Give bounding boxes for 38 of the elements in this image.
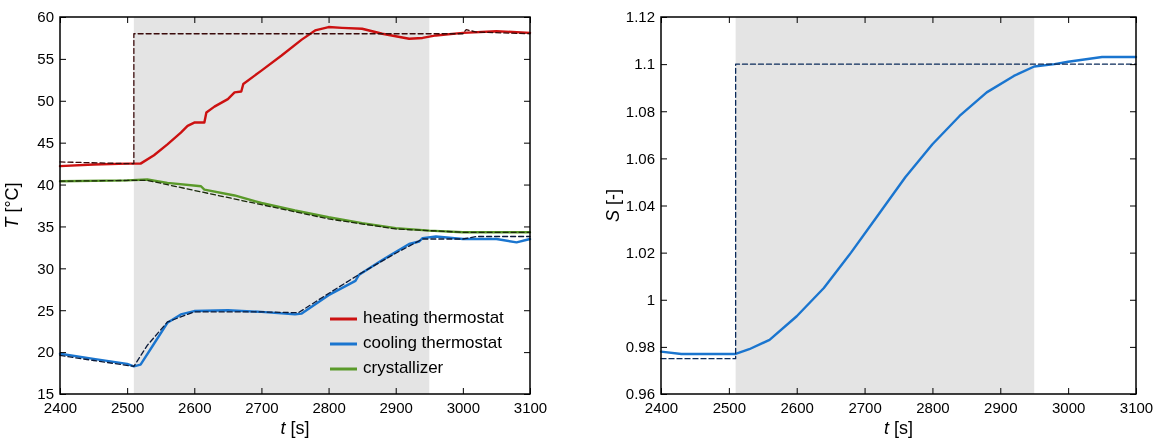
x-tick-label: 2600 xyxy=(780,398,814,416)
y-tick-label: 1 xyxy=(646,291,655,309)
legend-label: heating thermostat xyxy=(363,308,505,327)
x-tick-label: 2800 xyxy=(916,398,950,416)
y-tick-label: 50 xyxy=(37,92,54,110)
y-tick-label: 1.04 xyxy=(625,196,655,214)
y-tick-label: 1.1 xyxy=(634,55,655,73)
y-tick-label: 1.06 xyxy=(625,149,655,167)
x-tick-label: 3000 xyxy=(1051,398,1086,416)
y-tick-label: 25 xyxy=(37,301,54,319)
y-tick-label: 60 xyxy=(37,8,54,26)
x-tick-label: 3000 xyxy=(446,398,481,416)
x-tick-label: 2800 xyxy=(312,398,346,416)
y-tick-label: 1.02 xyxy=(625,243,655,261)
y-axis-title: S [-] xyxy=(603,188,623,223)
x-tick-label: 2900 xyxy=(379,398,413,416)
x-tick-label: 2700 xyxy=(848,398,882,416)
y-tick-label: 55 xyxy=(37,50,54,68)
y-tick-label: 45 xyxy=(37,133,54,151)
y-tick-label: 1.12 xyxy=(625,8,655,26)
y-tick-label: 35 xyxy=(37,217,54,235)
x-tick-label: 3100 xyxy=(1119,398,1153,416)
x-tick-label: 2600 xyxy=(178,398,212,416)
y-tick-label: 30 xyxy=(37,259,54,277)
y-tick-label: 1.08 xyxy=(625,102,655,120)
x-axis-title: t [s] xyxy=(883,418,914,438)
x-tick-label: 2500 xyxy=(110,398,145,416)
y-tick-label: 40 xyxy=(37,175,54,193)
x-tick-label: 2700 xyxy=(245,398,279,416)
y-axis-title: T [°C] xyxy=(2,182,22,229)
y-tick-label: 20 xyxy=(37,343,54,361)
legend-label: crystallizer xyxy=(363,358,444,377)
x-tick-label: 3100 xyxy=(513,398,548,416)
x-tick-label: 2500 xyxy=(712,398,747,416)
legend-label: cooling thermostat xyxy=(363,333,503,352)
x-axis-title: t [s] xyxy=(280,418,310,438)
y-tick-label: 0.98 xyxy=(625,338,655,356)
x-tick-label: 2900 xyxy=(984,398,1018,416)
